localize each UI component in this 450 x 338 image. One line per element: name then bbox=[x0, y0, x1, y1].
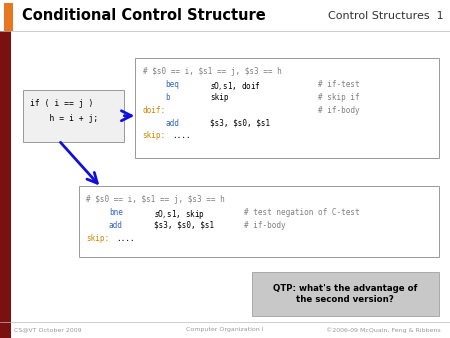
Text: $s3, $s0, $s1: $s3, $s0, $s1 bbox=[154, 221, 214, 230]
Text: Computer Organization I: Computer Organization I bbox=[186, 328, 264, 332]
Text: $s3, $s0, $s1: $s3, $s0, $s1 bbox=[210, 119, 270, 128]
Text: add: add bbox=[165, 119, 179, 128]
Text: # $s0 == i, $s1 == j, $s3 == h: # $s0 == i, $s1 == j, $s3 == h bbox=[143, 67, 281, 76]
Bar bbox=[0, 31, 11, 338]
FancyBboxPatch shape bbox=[135, 58, 439, 158]
FancyBboxPatch shape bbox=[252, 272, 439, 316]
Text: doif:: doif: bbox=[143, 106, 166, 115]
Text: bne: bne bbox=[109, 208, 123, 217]
Text: # if-test: # if-test bbox=[318, 80, 360, 89]
Text: # $s0 == i, $s1 == j, $s3 == h: # $s0 == i, $s1 == j, $s3 == h bbox=[86, 195, 225, 204]
FancyBboxPatch shape bbox=[79, 186, 439, 257]
Text: # if-body: # if-body bbox=[318, 106, 360, 115]
Text: b: b bbox=[165, 93, 170, 102]
Text: if ( i == j ): if ( i == j ) bbox=[30, 99, 94, 108]
Text: ....: .... bbox=[116, 234, 134, 243]
Text: ©2006-09 McQuain, Feng & Ribbens: ©2006-09 McQuain, Feng & Ribbens bbox=[326, 327, 441, 333]
FancyBboxPatch shape bbox=[22, 90, 124, 142]
Text: Control Structures  1: Control Structures 1 bbox=[328, 10, 443, 21]
Text: h = i + j;: h = i + j; bbox=[30, 114, 99, 123]
Text: CS@VT October 2009: CS@VT October 2009 bbox=[14, 328, 81, 332]
Text: Conditional Control Structure: Conditional Control Structure bbox=[22, 8, 266, 23]
Text: $s0, $s1, doif: $s0, $s1, doif bbox=[210, 80, 261, 92]
Text: # skip if: # skip if bbox=[318, 93, 360, 102]
Text: ....: .... bbox=[172, 131, 190, 141]
Text: skip:: skip: bbox=[86, 234, 109, 243]
Text: skip:: skip: bbox=[143, 131, 166, 141]
Bar bbox=[4, 3, 13, 31]
Text: # test negation of C-test: # test negation of C-test bbox=[244, 208, 360, 217]
Text: QTP: what's the advantage of
the second version?: QTP: what's the advantage of the second … bbox=[273, 284, 418, 304]
Text: beq: beq bbox=[165, 80, 179, 89]
Text: # if-body: # if-body bbox=[244, 221, 285, 230]
Text: add: add bbox=[109, 221, 123, 230]
Text: $s0, $s1, skip: $s0, $s1, skip bbox=[154, 208, 205, 221]
Text: skip: skip bbox=[210, 93, 229, 102]
